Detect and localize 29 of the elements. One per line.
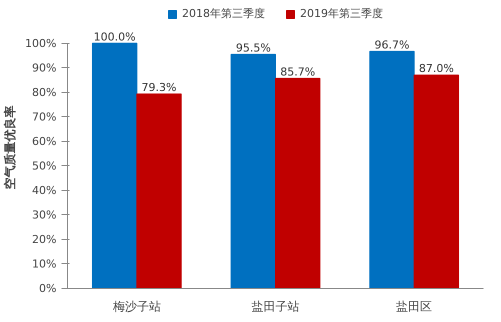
y-tick-label: 30% (32, 208, 57, 222)
y-tick-label: 20% (32, 232, 57, 246)
y-tick-label: 10% (32, 257, 57, 270)
bar (92, 42, 138, 288)
y-tick-label: 90% (32, 61, 57, 74)
y-tick-label: 0% (39, 282, 56, 295)
y-tick-label: 50% (32, 159, 57, 172)
x-tick-label: 盐田区 (396, 300, 432, 314)
bar (136, 94, 182, 288)
y-axis-title: 空气质量优良率 (3, 106, 18, 190)
legend-label: 2018年第三季度 (182, 6, 265, 21)
x-tick-label: 盐田子站 (252, 300, 300, 314)
bar (275, 78, 320, 288)
data-label: 85.7% (280, 65, 316, 78)
data-label: 87.0% (418, 62, 454, 76)
data-label: 79.3% (142, 81, 176, 94)
bar (414, 74, 460, 288)
data-label: 100.0% (94, 30, 136, 44)
legend-label: 2019年第三季度 (300, 6, 383, 21)
y-tick-label: 70% (32, 110, 57, 124)
bar (230, 54, 276, 288)
y-tick-label: 60% (32, 134, 57, 148)
x-tick-label: 梅沙子站 (112, 300, 161, 314)
y-tick-label: 40% (32, 184, 57, 197)
bar (369, 50, 415, 288)
y-tick-label: 100% (25, 36, 57, 50)
data-label: 96.7% (374, 38, 410, 52)
data-label: 95.5% (236, 41, 271, 54)
y-tick-label: 80% (32, 86, 57, 99)
